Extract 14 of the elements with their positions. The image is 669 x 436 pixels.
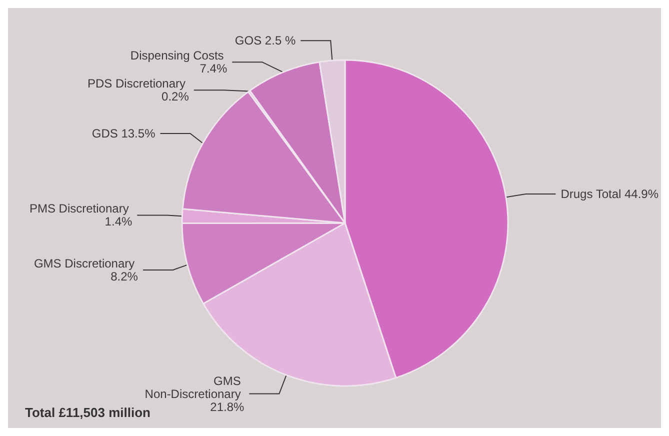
slice-label: Drugs Total 44.9% [560,187,659,202]
slice-label: GDS 13.5% [92,126,156,140]
slice-label: GMS Non-Discretionary [144,374,244,401]
slice-label: GMS Discretionary [34,256,138,270]
slice-label: PMS Discretionary [29,202,132,216]
data-label: 7.4% [200,62,228,76]
slice-label: GOS 2.5 % [234,34,296,48]
data-label: 1.4% [104,214,132,229]
slice-label: Dispensing Costs [130,48,228,63]
data-label: 8.2% [110,269,138,284]
data-label: 21.8% [210,400,244,414]
slice-label: PDS Discretionary [88,76,189,91]
text: Total £11,503 million [25,405,151,420]
data-label: 0.2% [162,90,190,104]
